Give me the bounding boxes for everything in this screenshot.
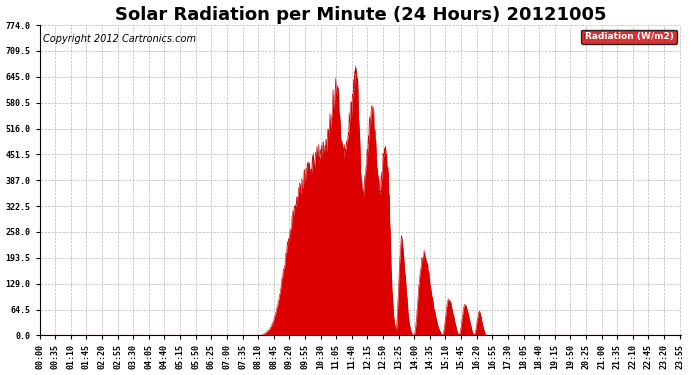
Title: Solar Radiation per Minute (24 Hours) 20121005: Solar Radiation per Minute (24 Hours) 20… xyxy=(115,6,607,24)
Legend: Radiation (W/m2): Radiation (W/m2) xyxy=(581,30,677,44)
Text: Copyright 2012 Cartronics.com: Copyright 2012 Cartronics.com xyxy=(43,34,196,44)
